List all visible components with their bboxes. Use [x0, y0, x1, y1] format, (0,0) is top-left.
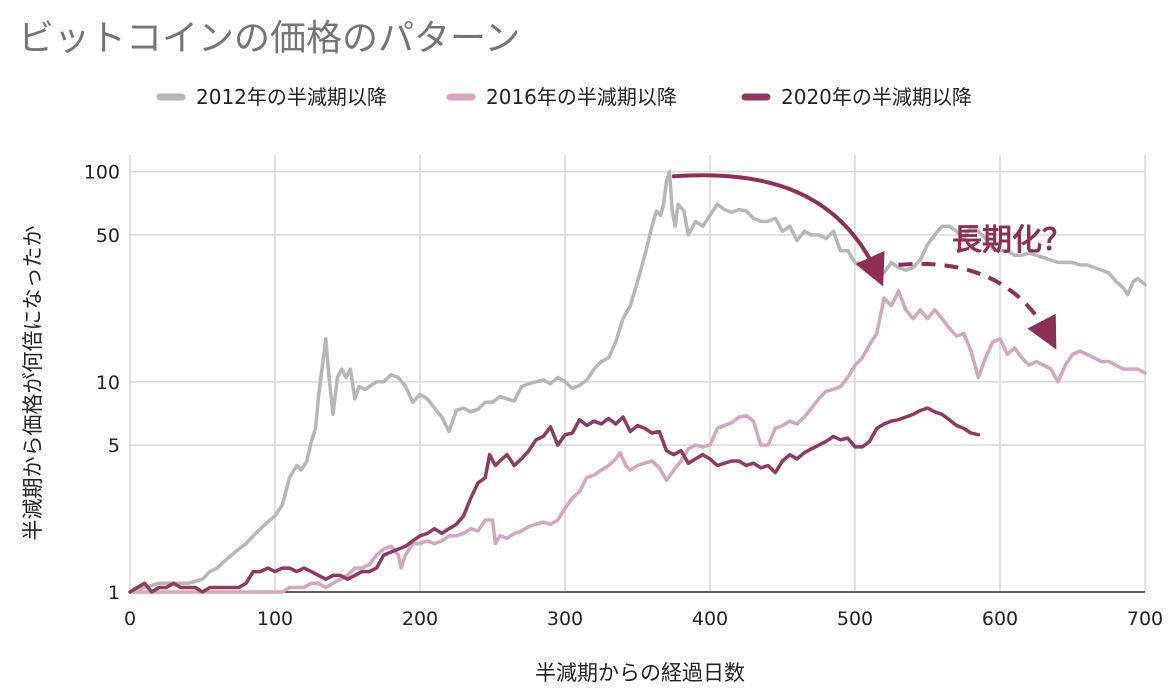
y-tick-label: 1 — [108, 582, 120, 604]
y-tick-label: 100 — [84, 162, 120, 184]
chart-title: ビットコインの価格のパターン — [18, 18, 520, 59]
x-tick-label: 200 — [402, 608, 438, 630]
legend: 2012年の半減期以降 2016年の半減期以降 2020年の半減期以降 — [156, 85, 972, 109]
annotation-text: 長期化？ — [952, 223, 1072, 258]
y-axis-ticks: 1 5 10 50 100 — [84, 162, 120, 604]
trend-arrow-solid — [671, 173, 885, 287]
y-tick-label: 50 — [96, 225, 120, 247]
x-axis-label: 半減期からの経過日数 — [535, 661, 745, 685]
x-tick-label: 0 — [124, 608, 136, 630]
series-line-0 — [128, 169, 1147, 594]
grid-lines — [129, 155, 1146, 593]
x-tick-label: 300 — [547, 608, 583, 630]
x-axis-ticks: 0 100 200 300 400 500 600 700 — [124, 608, 1163, 630]
legend-label-0: 2012年の半減期以降 — [196, 85, 387, 109]
annotation-layer: 長期化？ — [671, 173, 1072, 350]
x-tick-label: 600 — [982, 608, 1018, 630]
x-tick-label: 400 — [692, 608, 728, 630]
x-tick-label: 500 — [837, 608, 873, 630]
x-tick-label: 700 — [1127, 608, 1163, 630]
x-tick-label: 100 — [257, 608, 293, 630]
legend-label-1: 2016年の半減期以降 — [486, 85, 677, 109]
legend-label-2: 2020年の半減期以降 — [781, 85, 972, 109]
y-tick-label: 10 — [96, 372, 120, 394]
trend-arrow-dashed — [898, 262, 1057, 350]
y-tick-label: 5 — [108, 435, 120, 457]
series-layer — [128, 169, 1147, 594]
series-line-2 — [128, 406, 981, 594]
series-line-1 — [128, 289, 1147, 594]
y-axis-label: 半減期から価格が何倍になったか — [21, 226, 45, 541]
